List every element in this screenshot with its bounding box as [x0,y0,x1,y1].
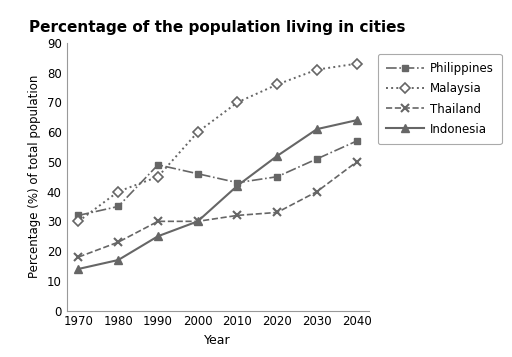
Malaysia [354,61,360,66]
Line: Indonesia: Indonesia [75,116,360,273]
Title: Percentage of the population living in cities: Percentage of the population living in c… [29,20,406,35]
Y-axis label: Percentage (%) of total population: Percentage (%) of total population [28,75,41,278]
X-axis label: Year: Year [204,334,231,347]
Philippines [314,157,320,161]
Indonesia [314,127,320,131]
Line: Thailand: Thailand [74,158,361,261]
Thailand [274,210,280,215]
Indonesia [195,219,201,223]
Malaysia [75,219,81,223]
Line: Malaysia: Malaysia [75,60,360,225]
Indonesia [354,118,360,122]
Philippines [115,204,121,208]
Thailand [314,190,320,194]
Malaysia [314,67,320,72]
Legend: Philippines, Malaysia, Thailand, Indonesia: Philippines, Malaysia, Thailand, Indones… [377,54,502,144]
Indonesia [155,234,161,238]
Philippines [195,172,201,176]
Indonesia [115,258,121,262]
Malaysia [195,130,201,134]
Philippines [234,181,241,185]
Philippines [155,163,161,167]
Indonesia [234,183,241,188]
Thailand [195,219,201,223]
Thailand [75,255,81,259]
Philippines [75,213,81,217]
Line: Philippines: Philippines [75,138,360,218]
Indonesia [274,154,280,158]
Thailand [234,213,241,217]
Malaysia [115,190,121,194]
Indonesia [75,267,81,271]
Thailand [354,160,360,164]
Thailand [115,240,121,244]
Malaysia [234,100,241,105]
Philippines [274,175,280,179]
Thailand [155,219,161,223]
Malaysia [155,175,161,179]
Malaysia [274,82,280,87]
Philippines [354,139,360,143]
